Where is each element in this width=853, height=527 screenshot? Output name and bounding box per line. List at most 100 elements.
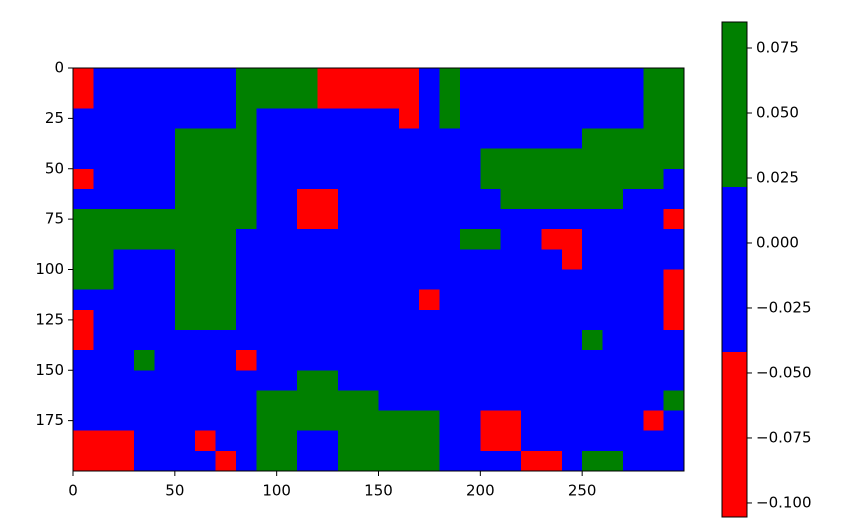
cell <box>358 188 380 210</box>
cell <box>154 370 176 391</box>
colorbar: 0.075 0.050 0.025 0.000 −0.025 −0.050 −0.075 −0… <box>721 21 812 518</box>
cell <box>419 430 441 452</box>
colorbar-band <box>722 352 747 517</box>
cell <box>561 410 583 432</box>
cell <box>521 188 543 210</box>
cell <box>73 370 94 391</box>
cell <box>480 390 502 412</box>
cell <box>521 148 543 170</box>
y-tick-label: 25 <box>45 109 64 127</box>
cell <box>215 350 237 371</box>
cell <box>480 108 502 130</box>
cell <box>521 128 543 150</box>
cell <box>297 430 318 452</box>
cell <box>663 430 685 452</box>
cell <box>297 350 318 371</box>
cell <box>521 229 543 250</box>
cell <box>337 269 359 291</box>
cell <box>398 108 420 130</box>
cell <box>459 188 481 210</box>
cell <box>663 168 685 190</box>
cell <box>337 229 359 250</box>
colorbar-tick-label: −0.050 <box>756 363 812 381</box>
cell <box>582 148 604 170</box>
cell <box>113 390 135 412</box>
cell <box>195 410 217 432</box>
cell <box>419 370 441 391</box>
cell <box>480 269 502 291</box>
cell <box>459 269 481 291</box>
cell <box>358 350 380 371</box>
cell <box>541 350 563 371</box>
cell <box>643 249 665 271</box>
cell <box>378 88 400 109</box>
cell <box>398 410 420 432</box>
cell <box>154 229 176 250</box>
cell <box>317 410 339 432</box>
cell <box>297 108 318 130</box>
cell <box>602 209 624 230</box>
cell <box>541 108 563 130</box>
cell <box>215 68 237 89</box>
cell <box>93 309 115 331</box>
cell <box>235 209 257 230</box>
cell <box>276 289 298 311</box>
cell <box>113 450 135 472</box>
cell <box>643 88 665 109</box>
cell <box>643 370 665 391</box>
cell <box>154 128 176 150</box>
cell <box>459 249 481 271</box>
cell <box>500 390 522 412</box>
y-tick-label: 0 <box>54 59 64 77</box>
cell <box>195 148 217 170</box>
cell <box>134 209 156 230</box>
cell <box>541 329 563 351</box>
cell <box>276 88 298 109</box>
cell <box>643 450 665 472</box>
cell <box>500 329 522 351</box>
cell <box>276 390 298 412</box>
cell <box>195 209 217 230</box>
cell <box>378 148 400 170</box>
cell <box>541 229 563 250</box>
cell <box>215 209 237 230</box>
cell <box>602 188 624 210</box>
cell <box>622 188 644 210</box>
cell <box>378 68 400 89</box>
cell <box>521 350 543 371</box>
cell <box>174 68 196 89</box>
cell <box>73 350 94 371</box>
cell <box>459 309 481 331</box>
cell <box>643 350 665 371</box>
cell <box>378 209 400 230</box>
cell <box>256 309 278 331</box>
cell <box>622 168 644 190</box>
heatmap-area <box>73 68 685 472</box>
x-tick-label: 150 <box>364 482 393 500</box>
cell <box>480 430 502 452</box>
cell <box>521 249 543 271</box>
cell <box>582 269 604 291</box>
cell <box>297 229 318 250</box>
colorbar-tick-label: 0.000 <box>756 233 799 251</box>
cell <box>73 450 94 472</box>
axes: 0 50 100 150 200 250 0 25 50 75 100 125 150 175 <box>35 59 685 500</box>
cell <box>663 289 685 311</box>
cell <box>358 309 380 331</box>
cell <box>561 370 583 391</box>
cell <box>541 68 563 89</box>
cell <box>500 249 522 271</box>
cell <box>174 309 196 331</box>
cell <box>134 229 156 250</box>
cell <box>215 168 237 190</box>
cell <box>276 350 298 371</box>
cell <box>663 390 685 412</box>
cell <box>561 229 583 250</box>
cell <box>480 168 502 190</box>
cell <box>602 269 624 291</box>
cell <box>73 249 94 271</box>
cell <box>134 430 156 452</box>
cell <box>154 390 176 412</box>
cell <box>113 168 135 190</box>
cell <box>256 148 278 170</box>
